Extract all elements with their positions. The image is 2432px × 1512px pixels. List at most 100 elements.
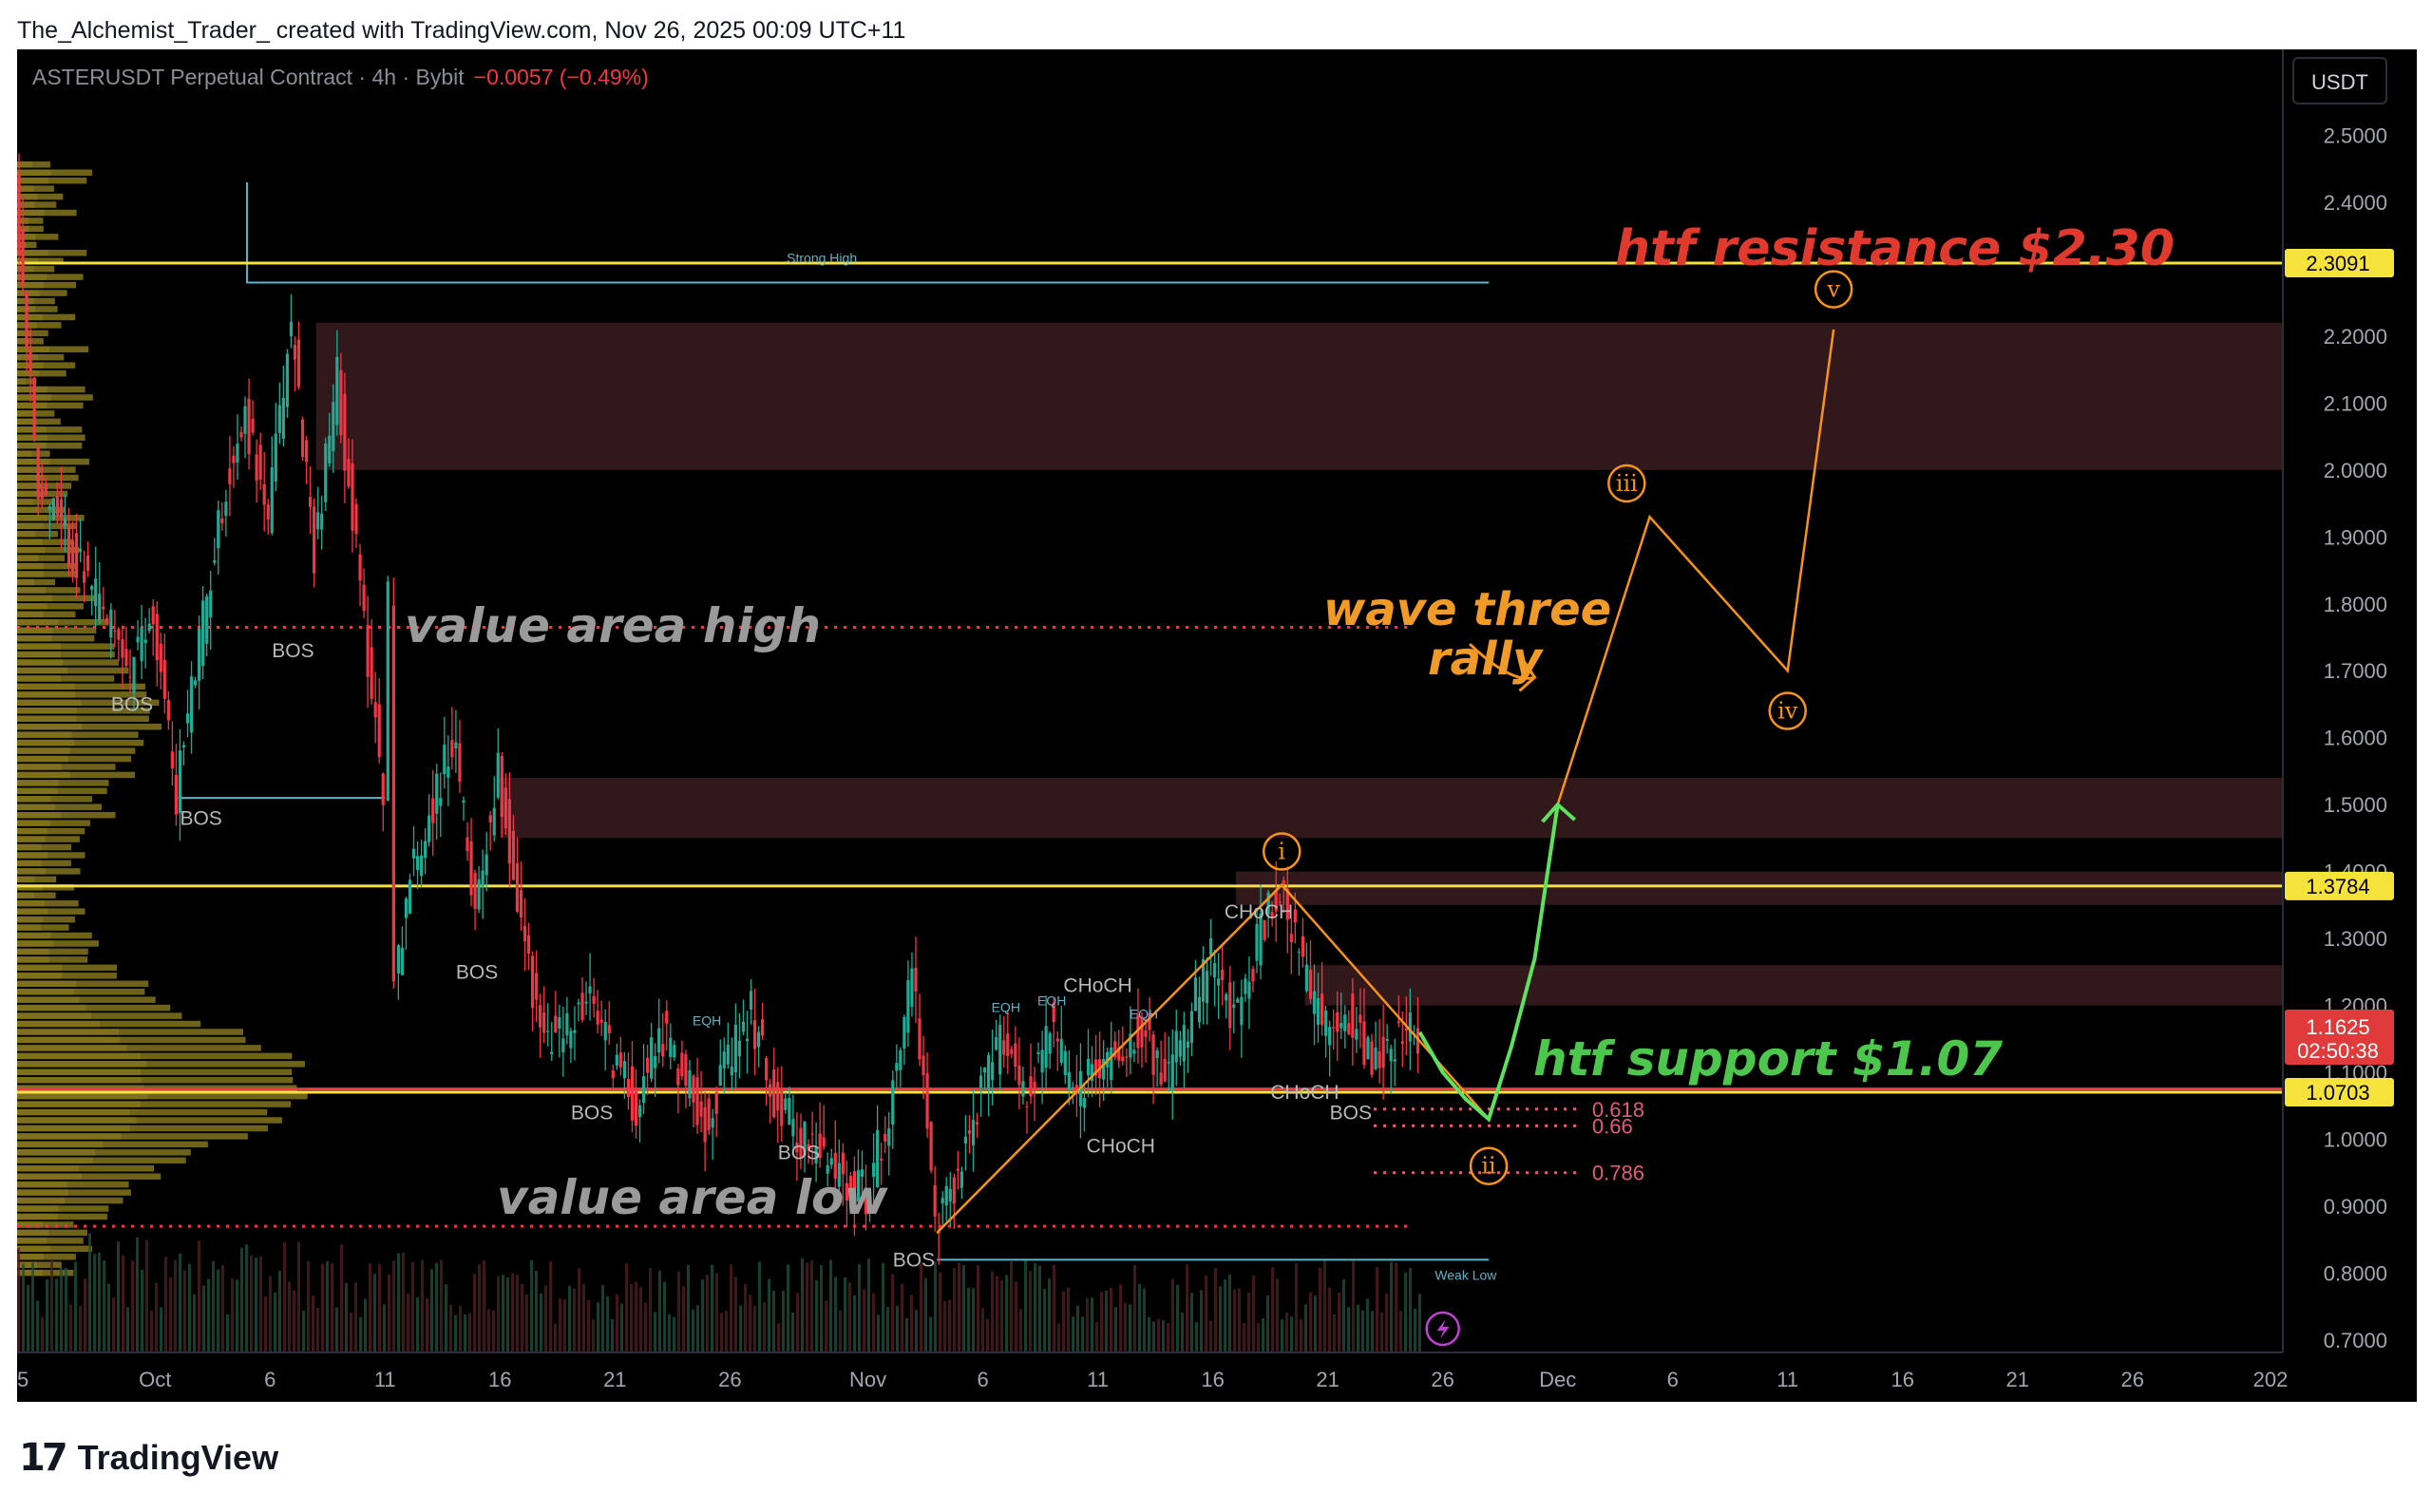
currency-button[interactable]: USDT xyxy=(2292,57,2387,104)
volume-bar xyxy=(692,1309,694,1352)
volume-bar xyxy=(1214,1268,1217,1352)
candle-body xyxy=(703,1106,707,1143)
volume-profile-bar xyxy=(17,1254,76,1260)
candle-body xyxy=(661,1044,665,1057)
candle-body xyxy=(1404,1028,1408,1030)
tradingview-logo[interactable]: 17 TradingView xyxy=(19,1436,278,1480)
candle-body xyxy=(1044,1026,1048,1068)
candle-body xyxy=(1236,998,1240,1003)
candle-body xyxy=(1193,977,1198,1011)
volume-bar xyxy=(744,1284,747,1352)
volume-bar xyxy=(1005,1275,1008,1352)
volume-profile-bar xyxy=(17,1221,74,1228)
volume-profile-bar xyxy=(17,988,75,995)
symbol-info[interactable]: ASTERUSDT Perpetual Contract · 4h · Bybi… xyxy=(32,65,649,90)
price-tick: 2.2000 xyxy=(2324,325,2387,349)
candle-body xyxy=(707,1098,711,1130)
volume-profile-bar xyxy=(17,522,77,530)
candle-body xyxy=(550,1051,554,1055)
wave-label-iv: iv xyxy=(1777,698,1798,725)
tradingview-logo-icon: 17 xyxy=(19,1436,68,1480)
volume-profile-bar xyxy=(17,787,107,795)
candle-body xyxy=(98,594,102,621)
volume-profile-bar xyxy=(17,281,77,289)
candle-body xyxy=(143,639,147,644)
candle-body xyxy=(213,559,217,563)
candle-body xyxy=(90,586,94,591)
volume-profile-bar xyxy=(17,731,72,738)
volume-bar xyxy=(1418,1294,1421,1352)
candle-body xyxy=(1025,1106,1029,1107)
candle-body xyxy=(940,1198,944,1204)
volume-bar xyxy=(1228,1274,1231,1352)
wave-label-circle xyxy=(1814,270,1853,309)
volume-bar xyxy=(891,1274,894,1352)
chart-canvas[interactable]: 0.6180.660.786iiiiiiivvBOSBOSBOSBOSBOSBO… xyxy=(17,49,2417,1402)
candle-body xyxy=(1247,981,1251,999)
candle-body xyxy=(285,353,289,407)
price-tick: 2.4000 xyxy=(2324,191,2387,215)
volume-bar xyxy=(730,1264,732,1352)
volume-profile-bar xyxy=(17,225,44,233)
price-tick: 1.6000 xyxy=(2324,727,2387,750)
candle-body xyxy=(63,519,67,526)
volume-profile-bar xyxy=(17,378,27,385)
candle-body xyxy=(876,1129,880,1187)
candle-body xyxy=(1400,1041,1404,1044)
volume-profile-bar xyxy=(17,442,47,449)
candle-body xyxy=(151,606,155,625)
candle-body xyxy=(159,643,162,672)
volume-profile-bar xyxy=(17,659,119,666)
candle-body xyxy=(1304,964,1309,992)
volume-bar xyxy=(1129,1304,1131,1352)
volume-bar xyxy=(1205,1276,1207,1352)
candle-body xyxy=(1140,1017,1144,1048)
volume-bar xyxy=(354,1282,357,1352)
volume-bar xyxy=(36,1300,39,1352)
volume-bar xyxy=(340,1244,343,1352)
volume-profile-bar xyxy=(17,1269,74,1276)
volume-bar xyxy=(753,1306,756,1352)
volume-bar xyxy=(1376,1267,1378,1352)
volume-bar xyxy=(654,1312,656,1352)
volume-profile-bar xyxy=(17,667,129,674)
chart-area[interactable]: 0.618 0.66 0.786 i ii iii iv v BOS BOS BOS BOS BOS BO… xyxy=(17,49,2417,1402)
volume-bar xyxy=(972,1288,975,1352)
fib-level-label: 0.66 xyxy=(1592,1114,1633,1138)
candle-body xyxy=(236,444,239,463)
volume-bar xyxy=(606,1295,609,1352)
candle-body xyxy=(515,862,520,912)
volume-bar xyxy=(435,1262,438,1352)
volume-profile-bar xyxy=(17,571,45,577)
volume-bar xyxy=(1024,1259,1027,1352)
volume-bar xyxy=(492,1310,495,1352)
volume-profile-bar xyxy=(17,522,45,530)
volume-bar xyxy=(1309,1292,1312,1352)
volume-bar xyxy=(506,1277,509,1352)
price-tick: 0.8000 xyxy=(2324,1261,2387,1285)
structure-label: BOS xyxy=(111,694,153,716)
volume-profile-bar xyxy=(17,1004,86,1011)
candle-body xyxy=(814,1146,818,1164)
volume-bar xyxy=(198,1240,200,1352)
volume-bar xyxy=(625,1263,628,1352)
candle-body xyxy=(316,512,320,530)
volume-bar xyxy=(749,1295,751,1352)
candle-body xyxy=(956,1168,960,1171)
candle-body xyxy=(1055,1038,1059,1042)
candle-body xyxy=(864,1196,868,1215)
volume-bar xyxy=(1015,1281,1017,1352)
candle-body xyxy=(967,1130,972,1134)
volume-bar xyxy=(573,1288,576,1352)
candle-body xyxy=(228,468,232,485)
volume-profile-bar xyxy=(17,274,84,280)
volume-bar xyxy=(17,1248,20,1352)
volume-bar xyxy=(1366,1298,1369,1352)
volume-bar xyxy=(141,1269,143,1352)
candle-body xyxy=(209,590,213,618)
candle-body xyxy=(688,1070,692,1099)
volume-bar xyxy=(1167,1323,1169,1352)
candle-body xyxy=(722,1051,726,1068)
volume-bar xyxy=(839,1310,842,1352)
volume-profile-bar xyxy=(17,587,81,594)
